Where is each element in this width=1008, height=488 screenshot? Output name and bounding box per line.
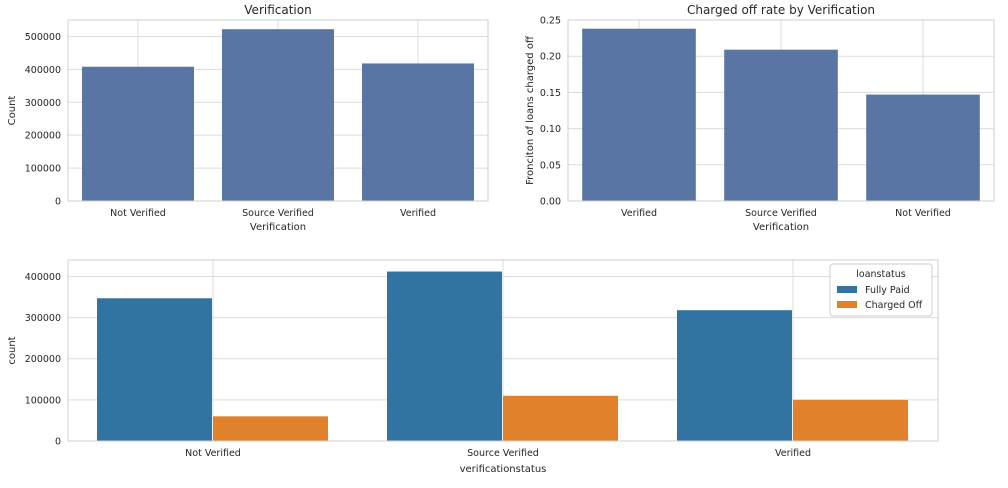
x-axis-label: verificationstatus [460, 464, 547, 475]
y-tick-label: 0.10 [540, 124, 561, 135]
x-tick-label: Source Verified [467, 448, 539, 459]
bar-fully-paid-2 [387, 271, 502, 441]
y-tick-label: 0 [55, 197, 61, 208]
chart-panel-2: 0.00 0.05 0.10 0.15 0.20 0.25 Verified Source V… [525, 3, 995, 233]
y-tick-label: 300000 [25, 313, 61, 324]
bar-fully-paid-1 [97, 298, 212, 441]
y-tick-label: 400000 [25, 65, 61, 76]
legend-swatch [837, 286, 857, 293]
bar-2 [222, 29, 334, 202]
plot-frame [67, 259, 939, 442]
chart-title: Charged off rate by Verification [687, 3, 875, 17]
x-axis-label: Verification [250, 222, 306, 233]
y-tick-label: 500000 [25, 32, 61, 43]
y-tick-label: 0.15 [540, 88, 561, 99]
bar-charged-off-1 [213, 416, 328, 441]
y-tick-label: 0.20 [540, 52, 561, 63]
y-tick-label: 0 [55, 437, 61, 448]
legend-swatch [837, 301, 857, 308]
chart-title: Verification [244, 3, 311, 17]
legend-title: loanstatus [856, 269, 906, 280]
y-tick-label: 400000 [25, 272, 61, 283]
y-tick-label: 300000 [25, 98, 61, 109]
x-tick-label: Verified [775, 448, 811, 459]
y-axis-label: Fronciton of loans charged off [525, 35, 536, 185]
bar-1 [82, 66, 194, 201]
x-tick-label: Source Verified [745, 208, 817, 219]
chart-panel-1: 0 100000 200000 300000 400000 500000 Not Verif… [7, 3, 489, 233]
x-tick-label: Source Verified [242, 208, 314, 219]
bar-fully-paid-3 [677, 310, 792, 441]
bar-1 [582, 28, 696, 201]
x-tick-label: Not Verified [185, 448, 241, 459]
legend-label: Fully Paid [865, 285, 910, 296]
bar-3 [362, 63, 474, 201]
x-tick-label: Verified [621, 208, 657, 219]
legend: loanstatus Fully Paid Charged Off [829, 263, 933, 317]
x-tick-label: Not Verified [110, 208, 166, 219]
y-tick-label: 0.25 [540, 16, 561, 27]
bar-charged-off-3 [793, 399, 908, 441]
bar-3 [866, 94, 980, 201]
bar-charged-off-2 [503, 395, 618, 441]
y-tick-label: 100000 [25, 164, 61, 175]
y-axis-label: Count [7, 96, 18, 126]
y-tick-label: 0.05 [540, 160, 561, 171]
x-tick-label: Verified [400, 208, 436, 219]
bar-2 [724, 49, 838, 202]
plot-frame [67, 19, 489, 202]
plot-frame [567, 19, 995, 202]
x-tick-label: Not Verified [895, 208, 951, 219]
y-tick-label: 0.00 [540, 197, 561, 208]
y-axis-label: count [7, 336, 18, 364]
y-tick-label: 100000 [25, 395, 61, 406]
y-tick-label: 200000 [25, 131, 61, 142]
x-axis-label: Verification [753, 222, 809, 233]
legend-label: Charged Off [865, 300, 923, 311]
y-tick-label: 200000 [25, 354, 61, 365]
chart-panel-3: 0 100000 200000 300000 400000 Not Verified Sou… [7, 259, 939, 475]
